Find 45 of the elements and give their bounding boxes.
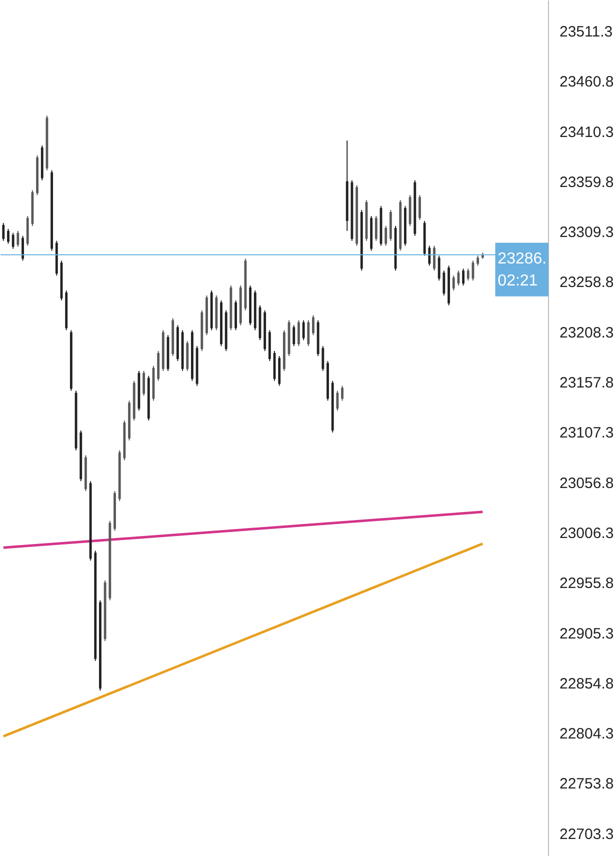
y-tick-label: 23410.3 — [560, 124, 614, 141]
y-tick-label: 23309.3 — [560, 224, 614, 242]
candlestick — [22, 235, 24, 262]
candlestick — [433, 245, 436, 272]
ref-line-label: 23286. — [498, 250, 547, 268]
candlestick — [374, 215, 378, 242]
candlestick — [438, 255, 440, 282]
candlestick — [457, 270, 460, 286]
y-tick-label: 22854.8 — [560, 675, 614, 692]
y-tick-label: 23157.8 — [560, 374, 614, 392]
candlestick — [16, 230, 20, 248]
candlestick — [297, 320, 300, 347]
candlestick — [322, 346, 324, 372]
y-tick-label: 22804.3 — [560, 726, 614, 743]
candlestick — [142, 370, 146, 396]
y-tick-label: 22703.3 — [560, 826, 614, 843]
candlestick — [452, 275, 455, 291]
candlestick — [462, 268, 465, 286]
y-tick-label: 23056.8 — [560, 474, 614, 492]
y-tick-label: 22753.8 — [560, 776, 614, 793]
candlestick — [428, 245, 431, 266]
y-tick-label: 23107.3 — [560, 424, 614, 442]
candlestick — [442, 270, 446, 296]
candlestick — [466, 268, 470, 282]
candlestick — [2, 222, 5, 242]
candlestick — [341, 385, 344, 402]
candlestick — [307, 320, 310, 347]
y-tick-label: 22955.8 — [560, 575, 614, 592]
y-tick-label: 23208.3 — [560, 324, 614, 342]
candlestick — [292, 324, 296, 347]
y-tick-label: 23006.3 — [560, 524, 614, 542]
candlestick — [302, 320, 305, 341]
candlestick — [476, 255, 480, 266]
candlestick — [418, 194, 421, 220]
candlestick — [312, 314, 314, 336]
y-tick-label: 23511.3 — [560, 23, 613, 40]
y-tick-label: 23258.8 — [560, 274, 614, 292]
candlestick — [12, 232, 14, 250]
y-tick-label: 22905.3 — [560, 625, 614, 642]
y-tick-label: 23359.8 — [560, 174, 614, 191]
candlestick — [7, 228, 10, 244]
candlestick — [384, 225, 388, 246]
candlestick — [336, 390, 339, 412]
y-tick-label: 23460.8 — [560, 74, 614, 91]
text: 02:21 — [498, 272, 538, 290]
